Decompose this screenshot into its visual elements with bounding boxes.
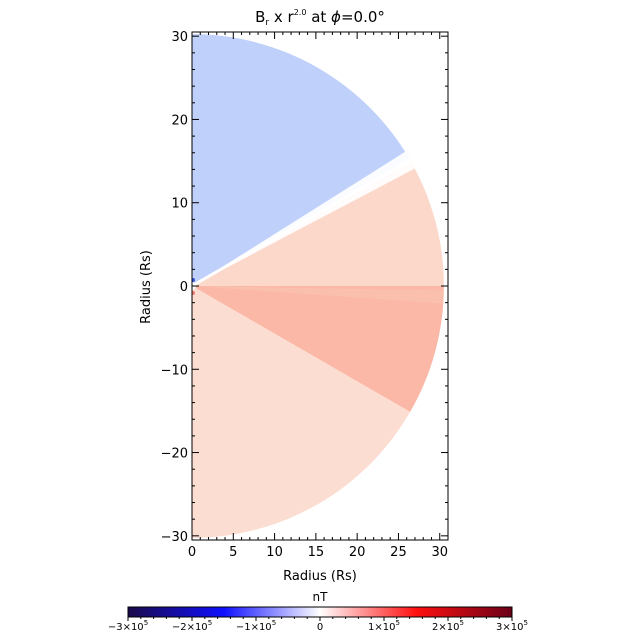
y-tick-label: 0 [180, 280, 188, 295]
colorbar-tick-label: 2×105 [432, 619, 464, 633]
colorbar-tick-label: −2×105 [172, 619, 212, 633]
colorbar-tick-label: −1×105 [236, 619, 276, 633]
x-tick-label: 15 [308, 545, 325, 560]
y-tick-label: 10 [171, 197, 188, 212]
y-tick-label: 30 [171, 30, 188, 45]
equatorial-streak [192, 286, 444, 304]
y-tick-label: −20 [161, 447, 188, 462]
colorbar-ticks: −3×105 −2×105 −1×105 0 1×105 2×105 3×105 [108, 617, 528, 633]
y-axis-label: Radius (Rs) [139, 250, 154, 324]
field-region-0 [192, 34, 411, 287]
colorbar-tick-label: −3×105 [108, 619, 148, 633]
chart-title: Br x r2.0 at ϕ=0.0° [255, 8, 385, 28]
current-sheet-line [192, 158, 411, 288]
inner-red-spot [192, 291, 195, 295]
x-tick-label: 20 [349, 545, 366, 560]
y-tick-label: 20 [171, 113, 188, 128]
x-tick-label: 5 [229, 545, 237, 560]
y-tick-label: −10 [161, 363, 188, 378]
x-axis-label: Radius (Rs) [283, 569, 357, 584]
x-tick-label: 25 [390, 545, 407, 560]
axis-ticks: 0 5 10 15 20 25 30 30 20 10 0 −10 −20 −30 [161, 30, 449, 560]
colorbar-label: nT [313, 590, 329, 604]
field-map [192, 34, 444, 538]
field-region-1 [192, 160, 444, 286]
x-tick-label: 10 [266, 545, 283, 560]
x-tick-label: 0 [188, 545, 196, 560]
colorbar-tick-label: 3×105 [496, 619, 528, 633]
field-region-3 [192, 286, 411, 538]
inner-blue-spot [192, 278, 195, 282]
x-tick-label: 30 [431, 545, 448, 560]
colorbar-tick-label: 0 [317, 622, 323, 633]
field-region-2 [192, 286, 444, 412]
colorbar-tick-label: 1×105 [368, 619, 400, 633]
colorbar [127, 606, 513, 618]
y-tick-label: −30 [161, 530, 188, 545]
